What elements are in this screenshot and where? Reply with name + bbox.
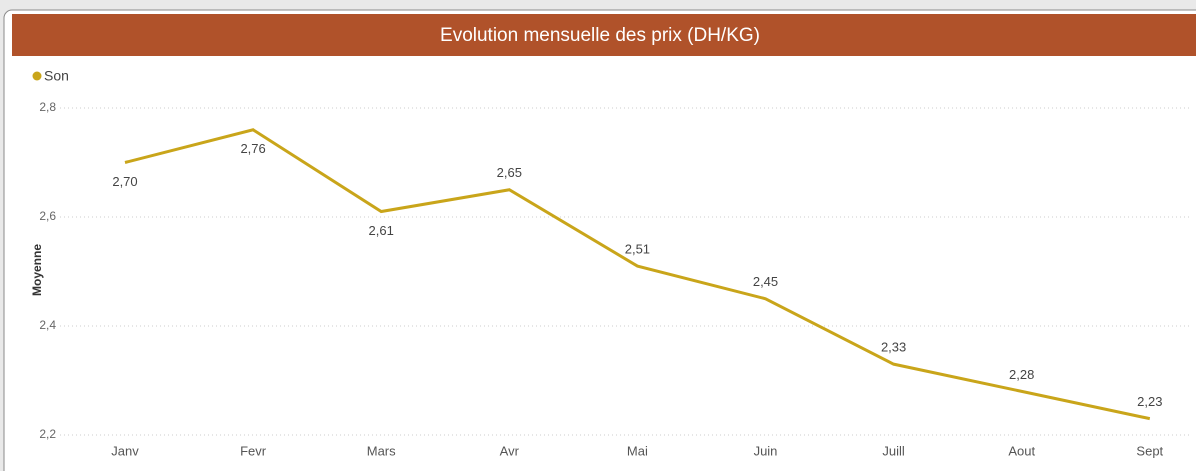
data-label: 2,61 <box>369 223 394 238</box>
x-tick-label: Fevr <box>240 443 267 458</box>
card <box>3 9 1196 471</box>
data-label: 2,45 <box>753 274 778 289</box>
data-label: 2,65 <box>497 165 522 180</box>
y-tick-label: 2,8 <box>39 100 56 114</box>
data-label: 2,51 <box>625 241 650 256</box>
x-tick-label: Juill <box>882 443 905 458</box>
legend-label: Son <box>44 68 69 84</box>
legend-marker <box>32 71 42 81</box>
x-tick-label: Juin <box>754 443 778 458</box>
x-tick-label: Avr <box>500 443 520 458</box>
data-label: 2,23 <box>1137 394 1162 409</box>
y-tick-label: 2,4 <box>39 318 56 332</box>
x-tick-label: Janv <box>111 443 139 458</box>
x-tick-label: Mars <box>367 443 396 458</box>
y-tick-label: 2,6 <box>39 209 56 223</box>
x-tick-label: Mai <box>627 443 648 458</box>
y-axis-label: Moyenne <box>30 244 44 296</box>
x-tick-label: Aout <box>1008 443 1035 458</box>
x-tick-label: Sept <box>1136 443 1163 458</box>
data-label: 2,28 <box>1009 367 1034 382</box>
data-label: 2,76 <box>240 141 265 156</box>
header-bar <box>12 14 1196 56</box>
data-label: 2,70 <box>112 174 137 189</box>
line <box>124 128 1151 421</box>
data-label: 2,33 <box>881 340 906 355</box>
y-tick-label: 2,2 <box>39 427 56 441</box>
chart-title: Evolution mensuelle des prix (DH/KG) <box>440 25 760 46</box>
